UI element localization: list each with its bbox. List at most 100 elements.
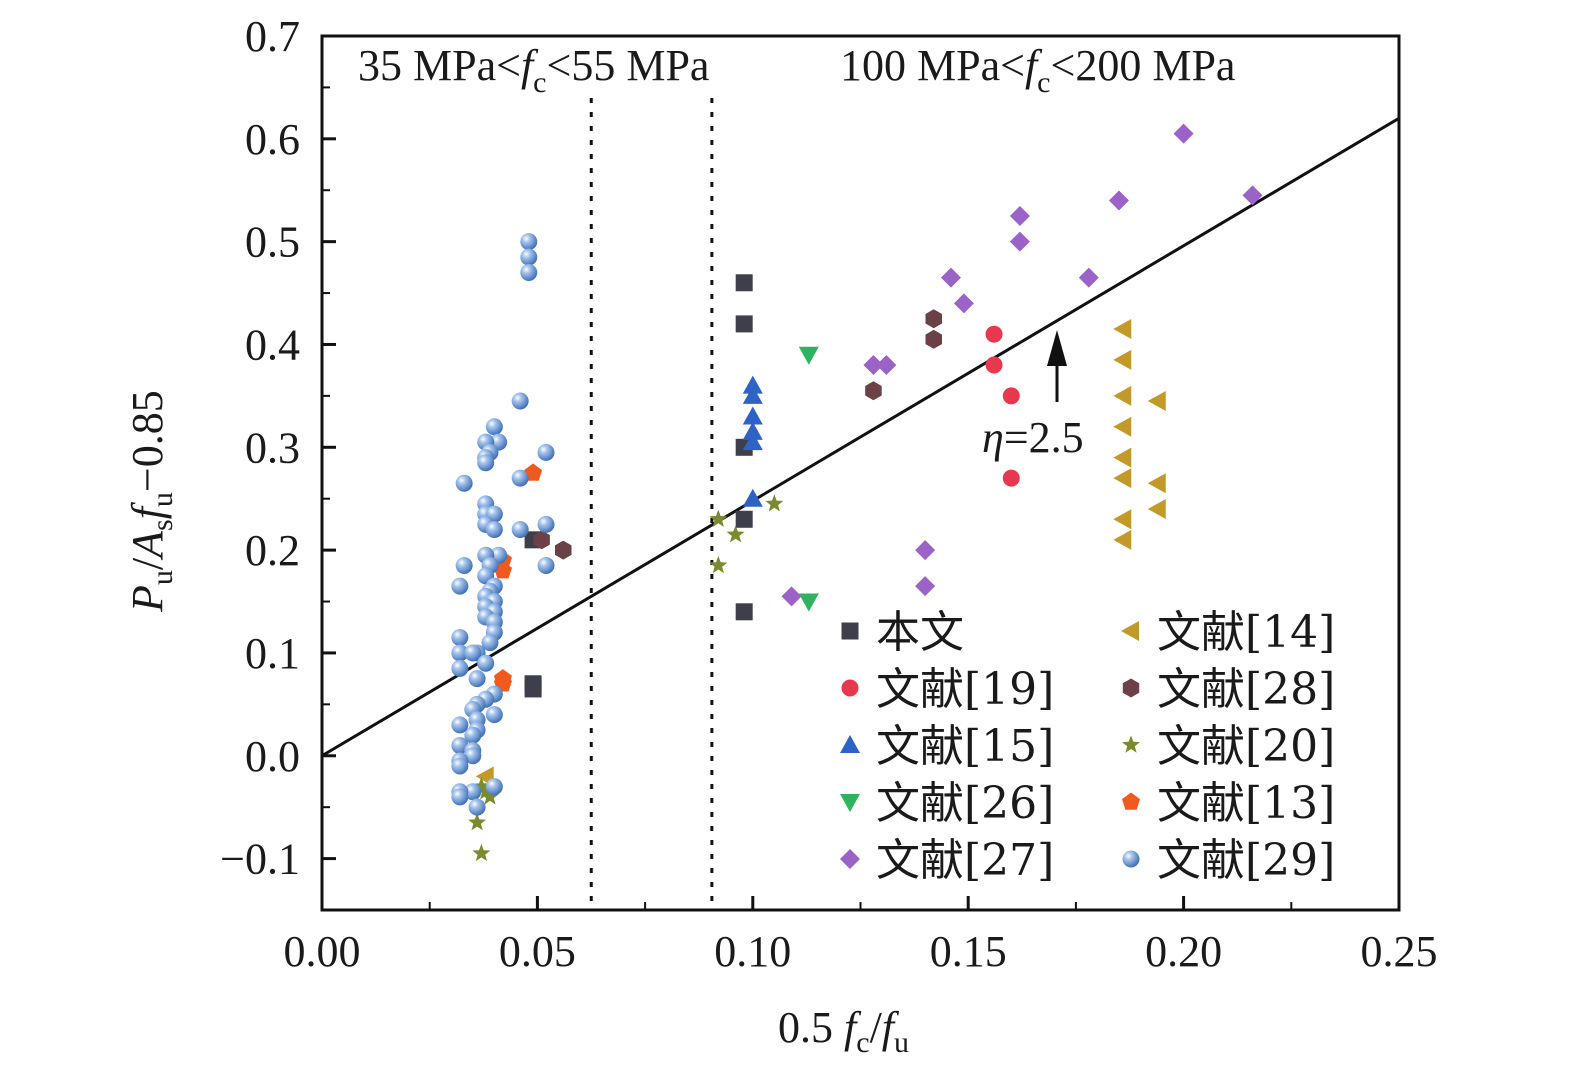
series-8 — [493, 463, 543, 692]
legend-marker — [1122, 735, 1140, 753]
data-point — [709, 556, 728, 574]
data-point — [925, 329, 942, 349]
data-point — [464, 644, 482, 662]
legend-label: 文献[28] — [1157, 664, 1335, 715]
legend-label: 文献[19] — [876, 664, 1054, 715]
data-point — [468, 798, 486, 816]
data-point — [455, 474, 473, 492]
data-point — [735, 315, 753, 333]
region-label-high-strength: 100 MPa<fc<200 MPa — [840, 41, 1235, 99]
data-point — [464, 726, 482, 744]
legend-item: 文献[13] — [1122, 778, 1335, 829]
axis-ticks — [320, 34, 1401, 910]
data-point — [485, 418, 503, 436]
series-9 — [451, 233, 555, 816]
data-point — [1078, 267, 1099, 288]
legend-label: 文献[26] — [876, 778, 1054, 829]
x-tick-label: 0.10 — [714, 927, 791, 976]
legend-item: 文献[20] — [1122, 721, 1335, 772]
x-tick-label: 0.15 — [930, 927, 1007, 976]
series-7 — [468, 494, 784, 862]
series-3 — [798, 346, 819, 612]
data-point — [481, 787, 499, 805]
data-point — [863, 355, 884, 376]
data-point — [742, 421, 763, 440]
legend-label: 本文 — [876, 607, 964, 658]
data-point — [451, 659, 469, 677]
data-point — [953, 293, 974, 314]
data-point — [735, 274, 753, 292]
data-point — [735, 510, 753, 528]
data-point — [865, 381, 882, 401]
data-point — [985, 356, 1003, 374]
data-point — [940, 267, 961, 288]
data-point — [742, 406, 763, 425]
y-tick-label: −0.1 — [220, 835, 300, 884]
x-tick-label: 0.00 — [284, 927, 361, 976]
data-point — [468, 670, 486, 688]
legend-item: 文献[28] — [1122, 664, 1335, 715]
legend-marker — [841, 679, 859, 697]
data-point — [1113, 509, 1132, 530]
data-point — [555, 540, 572, 560]
x-axis-title: 0.5 fc/fu — [778, 1003, 909, 1059]
y-tick-label: 0.0 — [245, 732, 300, 781]
y-tick-label: 0.1 — [245, 629, 300, 678]
data-point — [464, 783, 482, 801]
legend-marker — [841, 622, 859, 640]
data-point — [1009, 205, 1030, 226]
region-label-normal-strength: 35 MPa<fc<55 MPa — [358, 41, 709, 99]
legend-marker — [1122, 792, 1140, 810]
y-tick-label: 0.2 — [245, 526, 300, 575]
data-point — [451, 788, 469, 806]
data-point — [1173, 123, 1194, 144]
x-tick-label: 0.05 — [499, 927, 576, 976]
series-2 — [742, 375, 763, 507]
data-point — [925, 309, 942, 329]
data-point — [476, 782, 495, 800]
data-point — [1009, 231, 1030, 252]
data-point — [726, 525, 745, 543]
data-point — [798, 346, 819, 365]
legend-marker — [840, 735, 860, 753]
y-tick-label: 0.6 — [245, 115, 300, 164]
data-point — [511, 392, 529, 410]
data-point — [451, 629, 469, 647]
y-axis-title: Pu/Asfu−0.85 — [123, 390, 179, 613]
legend-item: 文献[19] — [841, 664, 1054, 715]
data-point — [477, 654, 495, 672]
data-point — [876, 355, 897, 376]
data-point — [485, 706, 503, 724]
data-point — [520, 248, 538, 266]
legend-label: 文献[20] — [1157, 721, 1335, 772]
data-point — [765, 494, 784, 512]
data-point — [524, 680, 542, 698]
legend-label: 文献[14] — [1157, 607, 1335, 658]
legend-marker — [840, 794, 860, 812]
data-point — [537, 557, 555, 575]
data-point — [451, 577, 469, 595]
data-point — [1147, 473, 1166, 494]
data-point — [472, 777, 491, 795]
fit-line — [321, 116, 1400, 758]
series-1 — [985, 325, 1020, 487]
legend-label: 文献[13] — [1157, 778, 1335, 829]
data-point — [520, 263, 538, 281]
data-point — [1113, 529, 1132, 550]
data-point — [520, 233, 538, 251]
data-point — [511, 469, 529, 487]
data-point — [742, 488, 763, 507]
data-point — [915, 540, 936, 561]
data-point — [451, 757, 469, 775]
data-point — [451, 644, 469, 662]
legend-marker — [1122, 850, 1140, 868]
data-point — [533, 530, 550, 550]
data-point — [1113, 319, 1132, 340]
data-point — [468, 813, 487, 831]
data-point — [537, 443, 555, 461]
series-6 — [533, 309, 942, 560]
data-point — [485, 521, 503, 539]
legend-marker — [1121, 621, 1139, 641]
data-point — [1113, 447, 1132, 468]
